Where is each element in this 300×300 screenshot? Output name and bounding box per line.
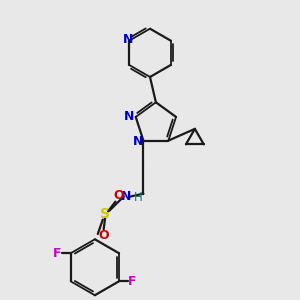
- Text: H: H: [134, 191, 143, 204]
- Text: O: O: [113, 189, 124, 202]
- Text: N: N: [124, 110, 134, 123]
- Text: F: F: [53, 247, 61, 260]
- Text: F: F: [128, 275, 137, 288]
- Text: N: N: [123, 33, 134, 46]
- Text: N: N: [121, 190, 131, 203]
- Text: N: N: [133, 135, 143, 148]
- Text: O: O: [98, 229, 109, 242]
- Text: S: S: [100, 207, 110, 221]
